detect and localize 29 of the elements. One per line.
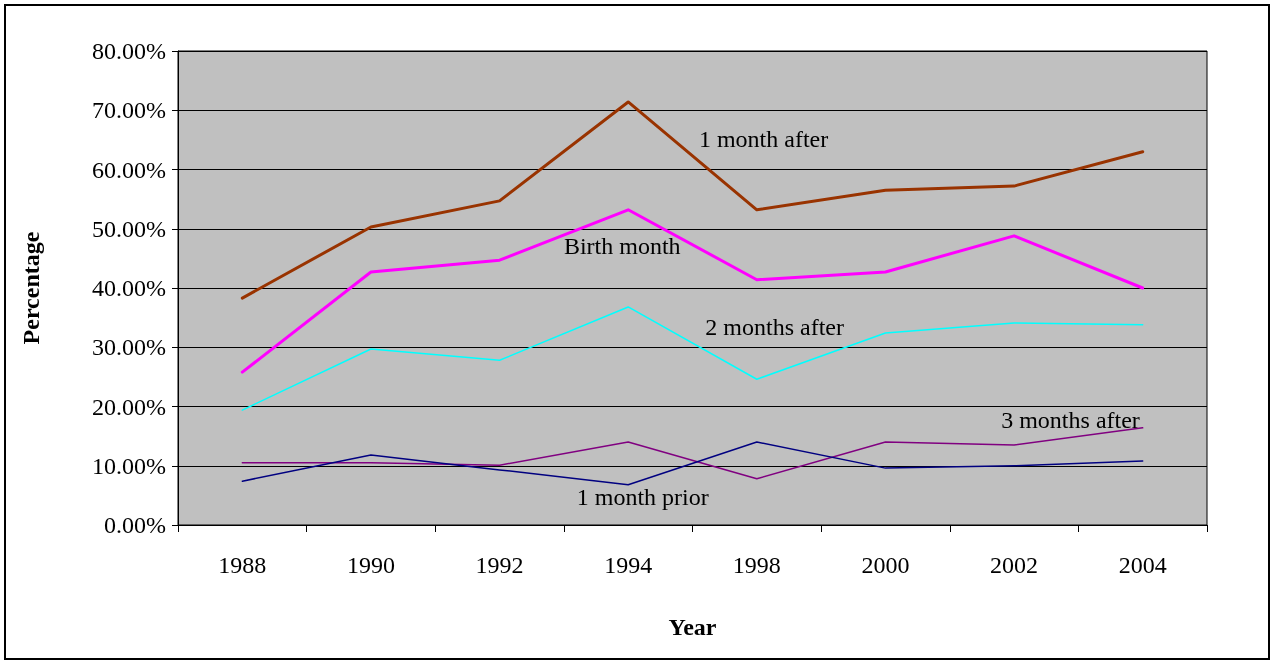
x-tick-label: 1998 xyxy=(732,552,781,578)
y-tick-label: 40.00% xyxy=(92,275,166,301)
x-axis-title: Year xyxy=(668,614,717,640)
x-tick-label: 1992 xyxy=(475,552,524,578)
x-tick-label: 1988 xyxy=(218,552,267,578)
y-tick-label: 10.00% xyxy=(92,452,166,479)
line-series xyxy=(240,100,1145,300)
y-tick-label: 30.00% xyxy=(92,334,166,361)
x-tick-label: 2004 xyxy=(1118,552,1167,578)
y-tick-label: 80.00% xyxy=(92,38,166,64)
series-label: 1 month prior xyxy=(576,484,709,511)
y-axis-title: Percentage xyxy=(18,231,44,345)
x-tick-label: 2002 xyxy=(990,552,1039,578)
series-label: 1 month after xyxy=(698,125,829,152)
x-tick-label: 2000 xyxy=(861,552,910,578)
series-label: 3 months after xyxy=(1001,407,1140,434)
y-tick-label: 20.00% xyxy=(92,393,166,420)
y-tick-label: 60.00% xyxy=(92,156,166,183)
series-label: Birth month xyxy=(563,232,681,259)
y-tick-label: 70.00% xyxy=(92,97,166,124)
line-series xyxy=(240,208,1145,374)
x-tick-label: 1994 xyxy=(604,552,653,578)
line-series xyxy=(241,306,1144,411)
x-tick-label: 1990 xyxy=(346,552,395,578)
y-tick-label: 0.00% xyxy=(104,512,166,538)
series-label: 2 months after xyxy=(705,314,844,341)
line-series xyxy=(241,427,1144,480)
y-tick-label: 50.00% xyxy=(92,215,166,242)
line-series xyxy=(241,441,1144,486)
